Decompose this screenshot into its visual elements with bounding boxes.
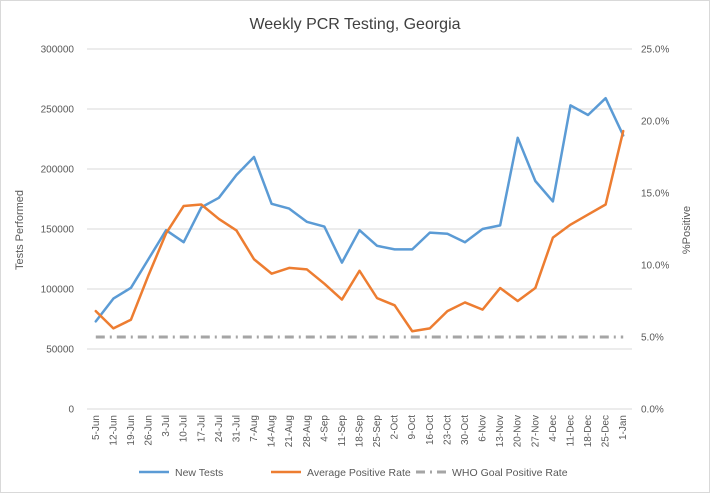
x-tick-label: 3-Jul bbox=[161, 415, 172, 437]
x-tick-label: 10-Jul bbox=[179, 415, 190, 442]
y-tick-label: 50000 bbox=[46, 345, 74, 356]
x-tick-label: 23-Oct bbox=[442, 415, 453, 445]
y2-tick-label: 5.0% bbox=[641, 333, 664, 344]
y2-tick-label: 25.0% bbox=[641, 45, 669, 56]
x-tick-label: 24-Jul bbox=[214, 415, 225, 442]
series-line-average-positive-rate bbox=[94, 129, 625, 333]
x-tick-label: 30-Oct bbox=[460, 415, 471, 445]
y-tick-label: 250000 bbox=[41, 105, 75, 116]
y-tick-label: 100000 bbox=[41, 285, 75, 296]
x-tick-label: 16-Oct bbox=[425, 415, 436, 445]
y-tick-label: 300000 bbox=[41, 45, 75, 56]
x-tick-label: 17-Jul bbox=[196, 415, 207, 442]
y-axis-right-title: %Positive bbox=[681, 206, 693, 254]
x-tick-label: 18-Sep bbox=[355, 415, 366, 448]
series-layer bbox=[94, 96, 625, 339]
x-tick-label: 21-Aug bbox=[284, 415, 295, 447]
y-tick-label: 150000 bbox=[41, 225, 75, 236]
x-tick-label: 9-Oct bbox=[407, 415, 418, 440]
x-tick-label: 18-Dec bbox=[583, 415, 594, 447]
x-tick-label: 26-Jun bbox=[144, 415, 155, 446]
legend: New Tests Average Positive Rate WHO Goal P… bbox=[139, 467, 568, 479]
y-tick-label: 200000 bbox=[41, 165, 75, 176]
x-tick-label: 25-Dec bbox=[601, 415, 612, 447]
x-tick-label: 4-Sep bbox=[319, 415, 330, 442]
legend-label: WHO Goal Positive Rate bbox=[452, 467, 568, 479]
x-tick-label: 11-Dec bbox=[565, 415, 576, 447]
x-tick-label: 19-Jun bbox=[126, 415, 137, 446]
x-tick-label: 13-Nov bbox=[495, 415, 506, 447]
legend-label: New Tests bbox=[175, 467, 223, 479]
x-tick-label: 14-Aug bbox=[267, 415, 278, 447]
x-tick-label: 6-Nov bbox=[478, 415, 489, 442]
x-tick-label: 4-Dec bbox=[548, 415, 559, 442]
gridlines bbox=[87, 48, 632, 410]
x-tick-label: 28-Aug bbox=[302, 415, 313, 447]
x-tick-label: 27-Nov bbox=[530, 415, 541, 447]
y-tick-label: 0 bbox=[68, 405, 74, 416]
legend-label: Average Positive Rate bbox=[307, 467, 411, 479]
x-tick-label: 11-Sep bbox=[337, 415, 348, 447]
y-axis-left-title: Tests Performed bbox=[14, 190, 26, 270]
y-axis-left-ticks: 0 50000 100000 150000 200000 250000 300000 bbox=[41, 45, 75, 416]
x-tick-label: 25-Sep bbox=[372, 415, 383, 448]
x-axis-ticks: 5-Jun 12-Jun 19-Jun 26-Jun 3-Jul 10-Jul 17-Jul… bbox=[91, 415, 629, 448]
y2-tick-label: 20.0% bbox=[641, 117, 669, 128]
x-tick-label: 7-Aug bbox=[249, 415, 260, 442]
x-tick-label: 5-Jun bbox=[91, 415, 102, 440]
y2-tick-label: 15.0% bbox=[641, 189, 669, 200]
y-axis-right-ticks: 0.0% 5.0% 10.0% 15.0% 20.0% 25.0% bbox=[641, 45, 669, 416]
x-tick-label: 31-Jul bbox=[231, 415, 242, 442]
x-tick-label: 12-Jun bbox=[108, 415, 119, 446]
y2-tick-label: 0.0% bbox=[641, 405, 664, 416]
chart-title: Weekly PCR Testing, Georgia bbox=[249, 16, 460, 33]
y2-tick-label: 10.0% bbox=[641, 261, 669, 272]
x-tick-label: 2-Oct bbox=[390, 415, 401, 440]
x-tick-label: 20-Nov bbox=[513, 415, 524, 447]
series-line-new-tests bbox=[94, 96, 625, 323]
x-tick-label: 1-Jan bbox=[618, 415, 629, 440]
